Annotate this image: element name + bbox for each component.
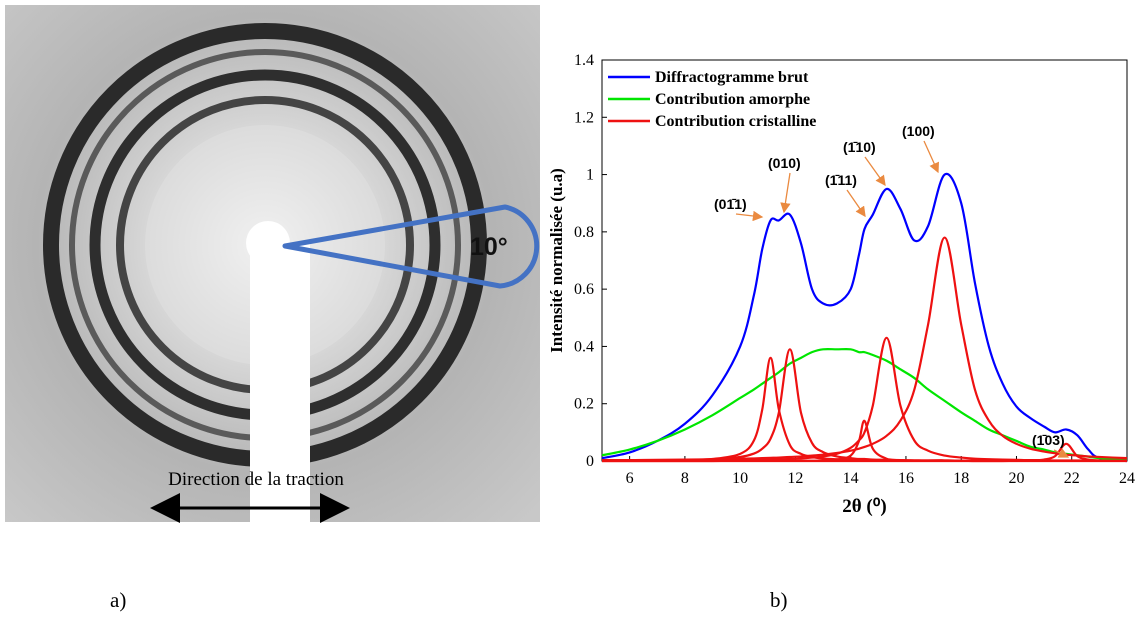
y-tick-label: 0.6 (574, 281, 594, 298)
x-tick-label: 6 (626, 470, 634, 487)
y-tick-label: 0.8 (574, 224, 594, 241)
y-tick-label: 1.2 (574, 109, 594, 126)
diffraction-image: 10° Direction de la traction (5, 5, 540, 523)
peak-arrow (923, 140, 939, 174)
peak-label: (1̄10) (843, 139, 876, 155)
x-tick-label: 20 (1008, 470, 1024, 487)
y-axis-label: Intensité normalisée (u.a) (547, 168, 566, 353)
x-axis-label: 2θ (⁰) (842, 496, 886, 517)
chart: 0 0.2 0.4 0.6 0.8 1 1.2 1.4 6 8 10 12 14 16 18 20 22 24 2θ… (547, 52, 1135, 517)
x-tick-label: 12 (787, 470, 803, 487)
x-tick-label: 14 (843, 470, 859, 487)
x-tick-label: 16 (898, 470, 914, 487)
peak-arrow (735, 210, 764, 222)
peak-arrow (846, 189, 866, 218)
y-tick-label: 0 (586, 453, 594, 470)
peak-label: (1̄11) (825, 172, 857, 188)
peak-arrow (780, 172, 791, 214)
y-tick-label: 1.4 (574, 52, 594, 69)
data-line (601, 347, 1128, 461)
peak-label: (01̄1) (714, 196, 747, 212)
x-tick-label: 24 (1119, 470, 1135, 487)
x-tick-label: 22 (1064, 470, 1080, 487)
peak-arrow (864, 156, 886, 187)
traction-label: Direction de la traction (168, 469, 344, 490)
data-line (601, 172, 1128, 463)
peak-label: (100) (902, 123, 935, 139)
angle-label: 10° (470, 233, 508, 261)
legend-label: Contribution amorphe (655, 91, 810, 108)
panel-label: a) (110, 588, 126, 612)
y-tick-label: 0.4 (574, 338, 594, 355)
legend-label: Diffractogramme brut (655, 69, 809, 86)
data-line (601, 236, 1128, 462)
legend-label: Contribution cristalline (655, 113, 816, 130)
y-tick-label: 0.2 (574, 396, 594, 413)
x-tick-label: 10 (732, 470, 748, 487)
data-line (602, 442, 1128, 463)
panel-label: b) (770, 588, 788, 612)
x-tick-label: 8 (681, 470, 689, 487)
peak-label: (1̄03) (1032, 432, 1065, 448)
x-tick-label: 18 (953, 470, 969, 487)
y-tick-label: 1 (586, 167, 594, 184)
peak-arrow (1053, 448, 1070, 458)
peak-label: (010) (768, 155, 801, 171)
